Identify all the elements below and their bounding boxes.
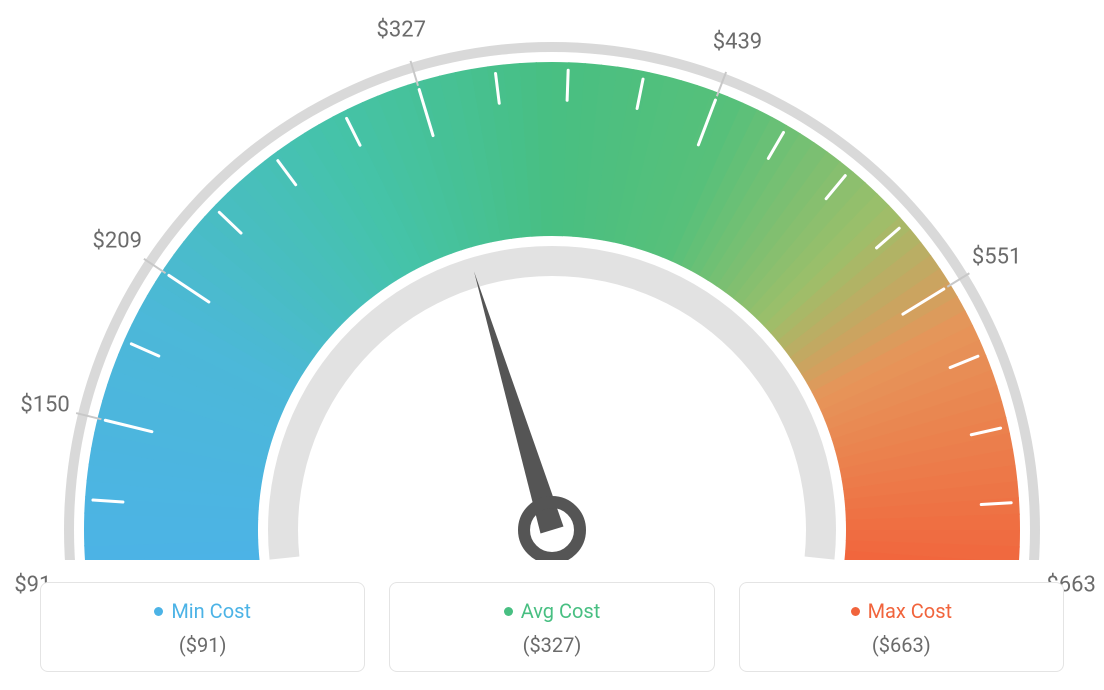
dot-min xyxy=(154,607,163,616)
legend-title-avg: Avg Cost xyxy=(504,599,601,623)
tick-label: $551 xyxy=(972,244,1021,269)
legend-card-max: Max Cost ($663) xyxy=(739,582,1064,672)
legend-card-avg: Avg Cost ($327) xyxy=(389,582,714,672)
dot-avg xyxy=(504,607,513,616)
tick-label: $150 xyxy=(20,393,69,418)
legend-value-avg: ($327) xyxy=(400,633,703,657)
legend-row: Min Cost ($91) Avg Cost ($327) Max Cost … xyxy=(40,582,1064,672)
tick-label: $209 xyxy=(93,229,142,254)
tick-label: $327 xyxy=(377,18,426,43)
tick-label: $439 xyxy=(713,30,762,55)
legend-title-max: Max Cost xyxy=(851,599,953,623)
legend-value-max: ($663) xyxy=(750,633,1053,657)
legend-title-min-text: Min Cost xyxy=(171,599,251,623)
legend-value-min: ($91) xyxy=(51,633,354,657)
gauge-area: $91$150$209$327$439$551$663 xyxy=(0,0,1104,560)
gauge-svg xyxy=(0,0,1104,560)
legend-card-min: Min Cost ($91) xyxy=(40,582,365,672)
dot-max xyxy=(851,607,860,616)
legend-title-min: Min Cost xyxy=(154,599,251,623)
legend-title-avg-text: Avg Cost xyxy=(521,599,601,623)
legend-title-max-text: Max Cost xyxy=(868,599,953,623)
cost-gauge-chart: $91$150$209$327$439$551$663 Min Cost ($9… xyxy=(0,0,1104,690)
